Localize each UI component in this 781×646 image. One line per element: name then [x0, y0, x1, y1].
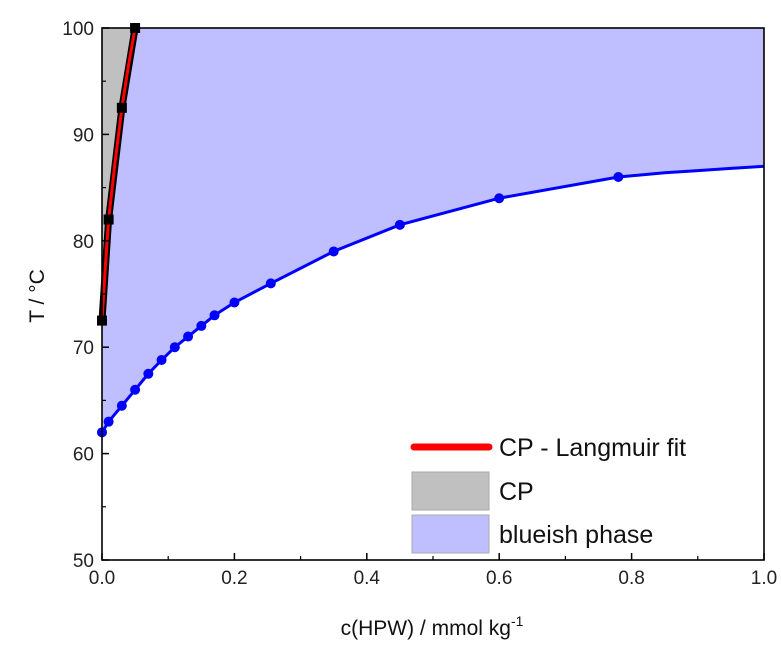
- blueish-phase-point: [156, 354, 167, 365]
- y-tick-label: 80: [73, 232, 94, 253]
- x-tick-label: 0.6: [486, 568, 512, 589]
- legend-patch-swatch: [411, 514, 490, 554]
- cp-langmuir-fit-line: [100, 27, 137, 321]
- blueish-phase-point: [229, 297, 240, 308]
- legend: CP - Langmuir fit CP blueish phase: [410, 434, 686, 554]
- x-axis-title: c(HPW) / mmol kg-1: [341, 613, 524, 640]
- cp-region: [102, 28, 136, 321]
- blueish-phase-point: [209, 310, 220, 321]
- x-tick-label: 0.8: [618, 568, 644, 589]
- x-tick-label: 0.4: [354, 568, 381, 589]
- y-tick-label: 50: [73, 551, 94, 572]
- blueish-phase-point: [183, 331, 194, 342]
- blueish-phase-point: [613, 171, 624, 182]
- blueish-phase-point: [116, 400, 127, 411]
- blueish-phase-point: [265, 278, 276, 289]
- legend-label: blueish phase: [499, 521, 653, 549]
- blueish-phase-point: [103, 416, 114, 427]
- blueish-phase-point: [328, 246, 339, 257]
- cp-point: [103, 214, 114, 225]
- y-axis-title: T / °C: [26, 269, 49, 323]
- y-tick-label: 90: [73, 125, 94, 146]
- blueish-phase-point: [394, 219, 405, 230]
- x-tick-label: 0.2: [221, 568, 247, 589]
- blueish-phase-point: [130, 384, 141, 395]
- legend-label: CP: [499, 478, 534, 506]
- y-axis-ticks: 50 60 70 80 90 100: [62, 19, 109, 572]
- x-tick-label: 1.0: [751, 568, 777, 589]
- cp-point: [116, 102, 127, 113]
- blueish-phase-point: [196, 320, 207, 331]
- x-tick-label: 0.0: [89, 568, 115, 589]
- y-tick-label: 70: [73, 338, 94, 359]
- y-tick-label: 60: [73, 445, 94, 466]
- x-axis-ticks: 0.0 0.2 0.4 0.6 0.8 1.0: [89, 553, 777, 589]
- legend-patch-swatch: [411, 471, 490, 511]
- blueish-phase-region: [102, 28, 764, 433]
- blueish-phase-point: [494, 193, 505, 204]
- blueish-phase-point: [143, 368, 154, 379]
- blueish-phase-point: [169, 342, 180, 353]
- legend-label: CP - Langmuir fit: [499, 434, 686, 462]
- blueish-phase-markers: [97, 171, 624, 438]
- y-tick-label: 100: [62, 19, 94, 40]
